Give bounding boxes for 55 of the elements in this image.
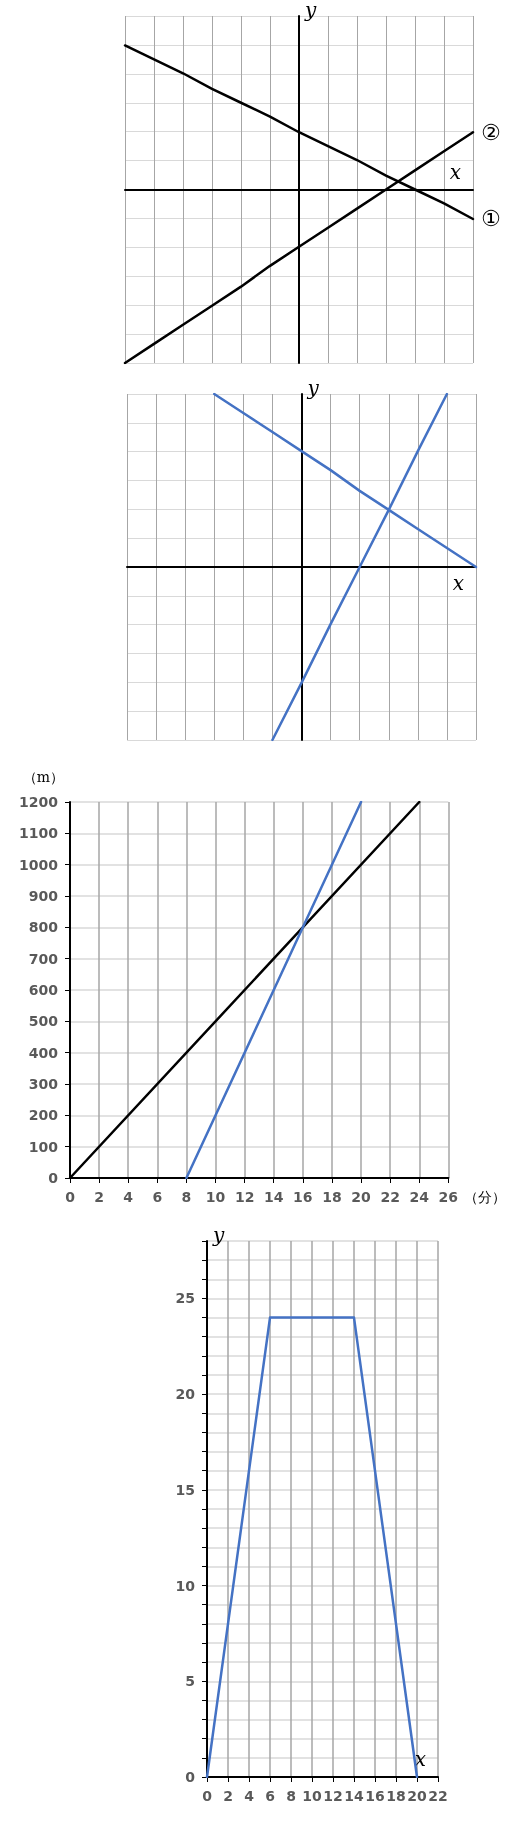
x-tick-label: 20 [407,1788,427,1804]
x-axis-title: x [414,1747,426,1771]
x-tick-label: 0 [65,1189,76,1205]
x-axis-title: （分） [464,1189,506,1205]
x-tick-label: 24 [409,1189,430,1205]
y-tick-label: 5 [185,1673,195,1690]
y-tick-label: 0 [48,1170,59,1186]
y-tick-label: 300 [28,1076,59,1092]
x-tick-label: 4 [123,1189,134,1205]
y-tick-label: 800 [28,919,59,936]
series-label: ① [481,206,501,232]
series-label: ② [481,119,501,145]
x-axis-title: x [452,571,464,595]
x-tick-label: 2 [94,1189,104,1205]
x-tick-label: 18 [386,1788,406,1804]
y-tick-label: 10 [175,1577,196,1594]
x-tick-label: 2 [223,1788,233,1804]
y-tick-label: 900 [28,888,59,904]
x-tick-label: 14 [344,1788,364,1804]
y-tick-label: 400 [28,1044,59,1061]
x-tick-label: 26 [438,1189,459,1205]
y-axis-title: y [304,0,317,22]
y-tick-label: 100 [28,1138,59,1155]
x-tick-label: 10 [205,1189,226,1205]
y-tick-label: 1100 [19,825,59,842]
y-tick-label: 200 [28,1107,59,1124]
x-tick-label: 6 [265,1788,275,1804]
x-tick-label: 12 [323,1788,343,1804]
y-tick-label: 500 [28,1013,59,1030]
y-tick-label: 20 [175,1386,196,1403]
x-tick-label: 20 [351,1189,372,1205]
y-tick-label: 600 [28,982,59,998]
x-tick-label: 4 [244,1788,255,1804]
x-tick-label: 22 [380,1189,400,1205]
x-tick-label: 12 [234,1189,255,1205]
x-tick-label: 16 [365,1788,385,1804]
x-tick-label: 14 [263,1189,284,1205]
y-axis-title: （m） [22,769,64,785]
y-tick-label: 25 [175,1290,195,1307]
y-tick-label: 700 [28,950,59,967]
x-tick-label: 6 [152,1189,163,1205]
x-tick-label: 16 [293,1189,313,1205]
x-axis-title: x [449,159,461,184]
x-tick-label: 8 [181,1189,192,1205]
y-axis-title: y [212,1223,225,1247]
x-tick-label: 0 [202,1788,213,1804]
y-tick-label: 15 [175,1481,195,1498]
x-tick-label: 18 [322,1189,342,1205]
y-tick-label: 1200 [19,794,59,810]
y-tick-label: 1000 [19,856,59,873]
x-tick-label: 8 [286,1788,296,1804]
x-tick-label: 22 [428,1788,448,1804]
x-tick-label: 10 [302,1788,322,1804]
y-axis-title: y [306,376,320,400]
y-tick-label: 0 [185,1769,196,1785]
